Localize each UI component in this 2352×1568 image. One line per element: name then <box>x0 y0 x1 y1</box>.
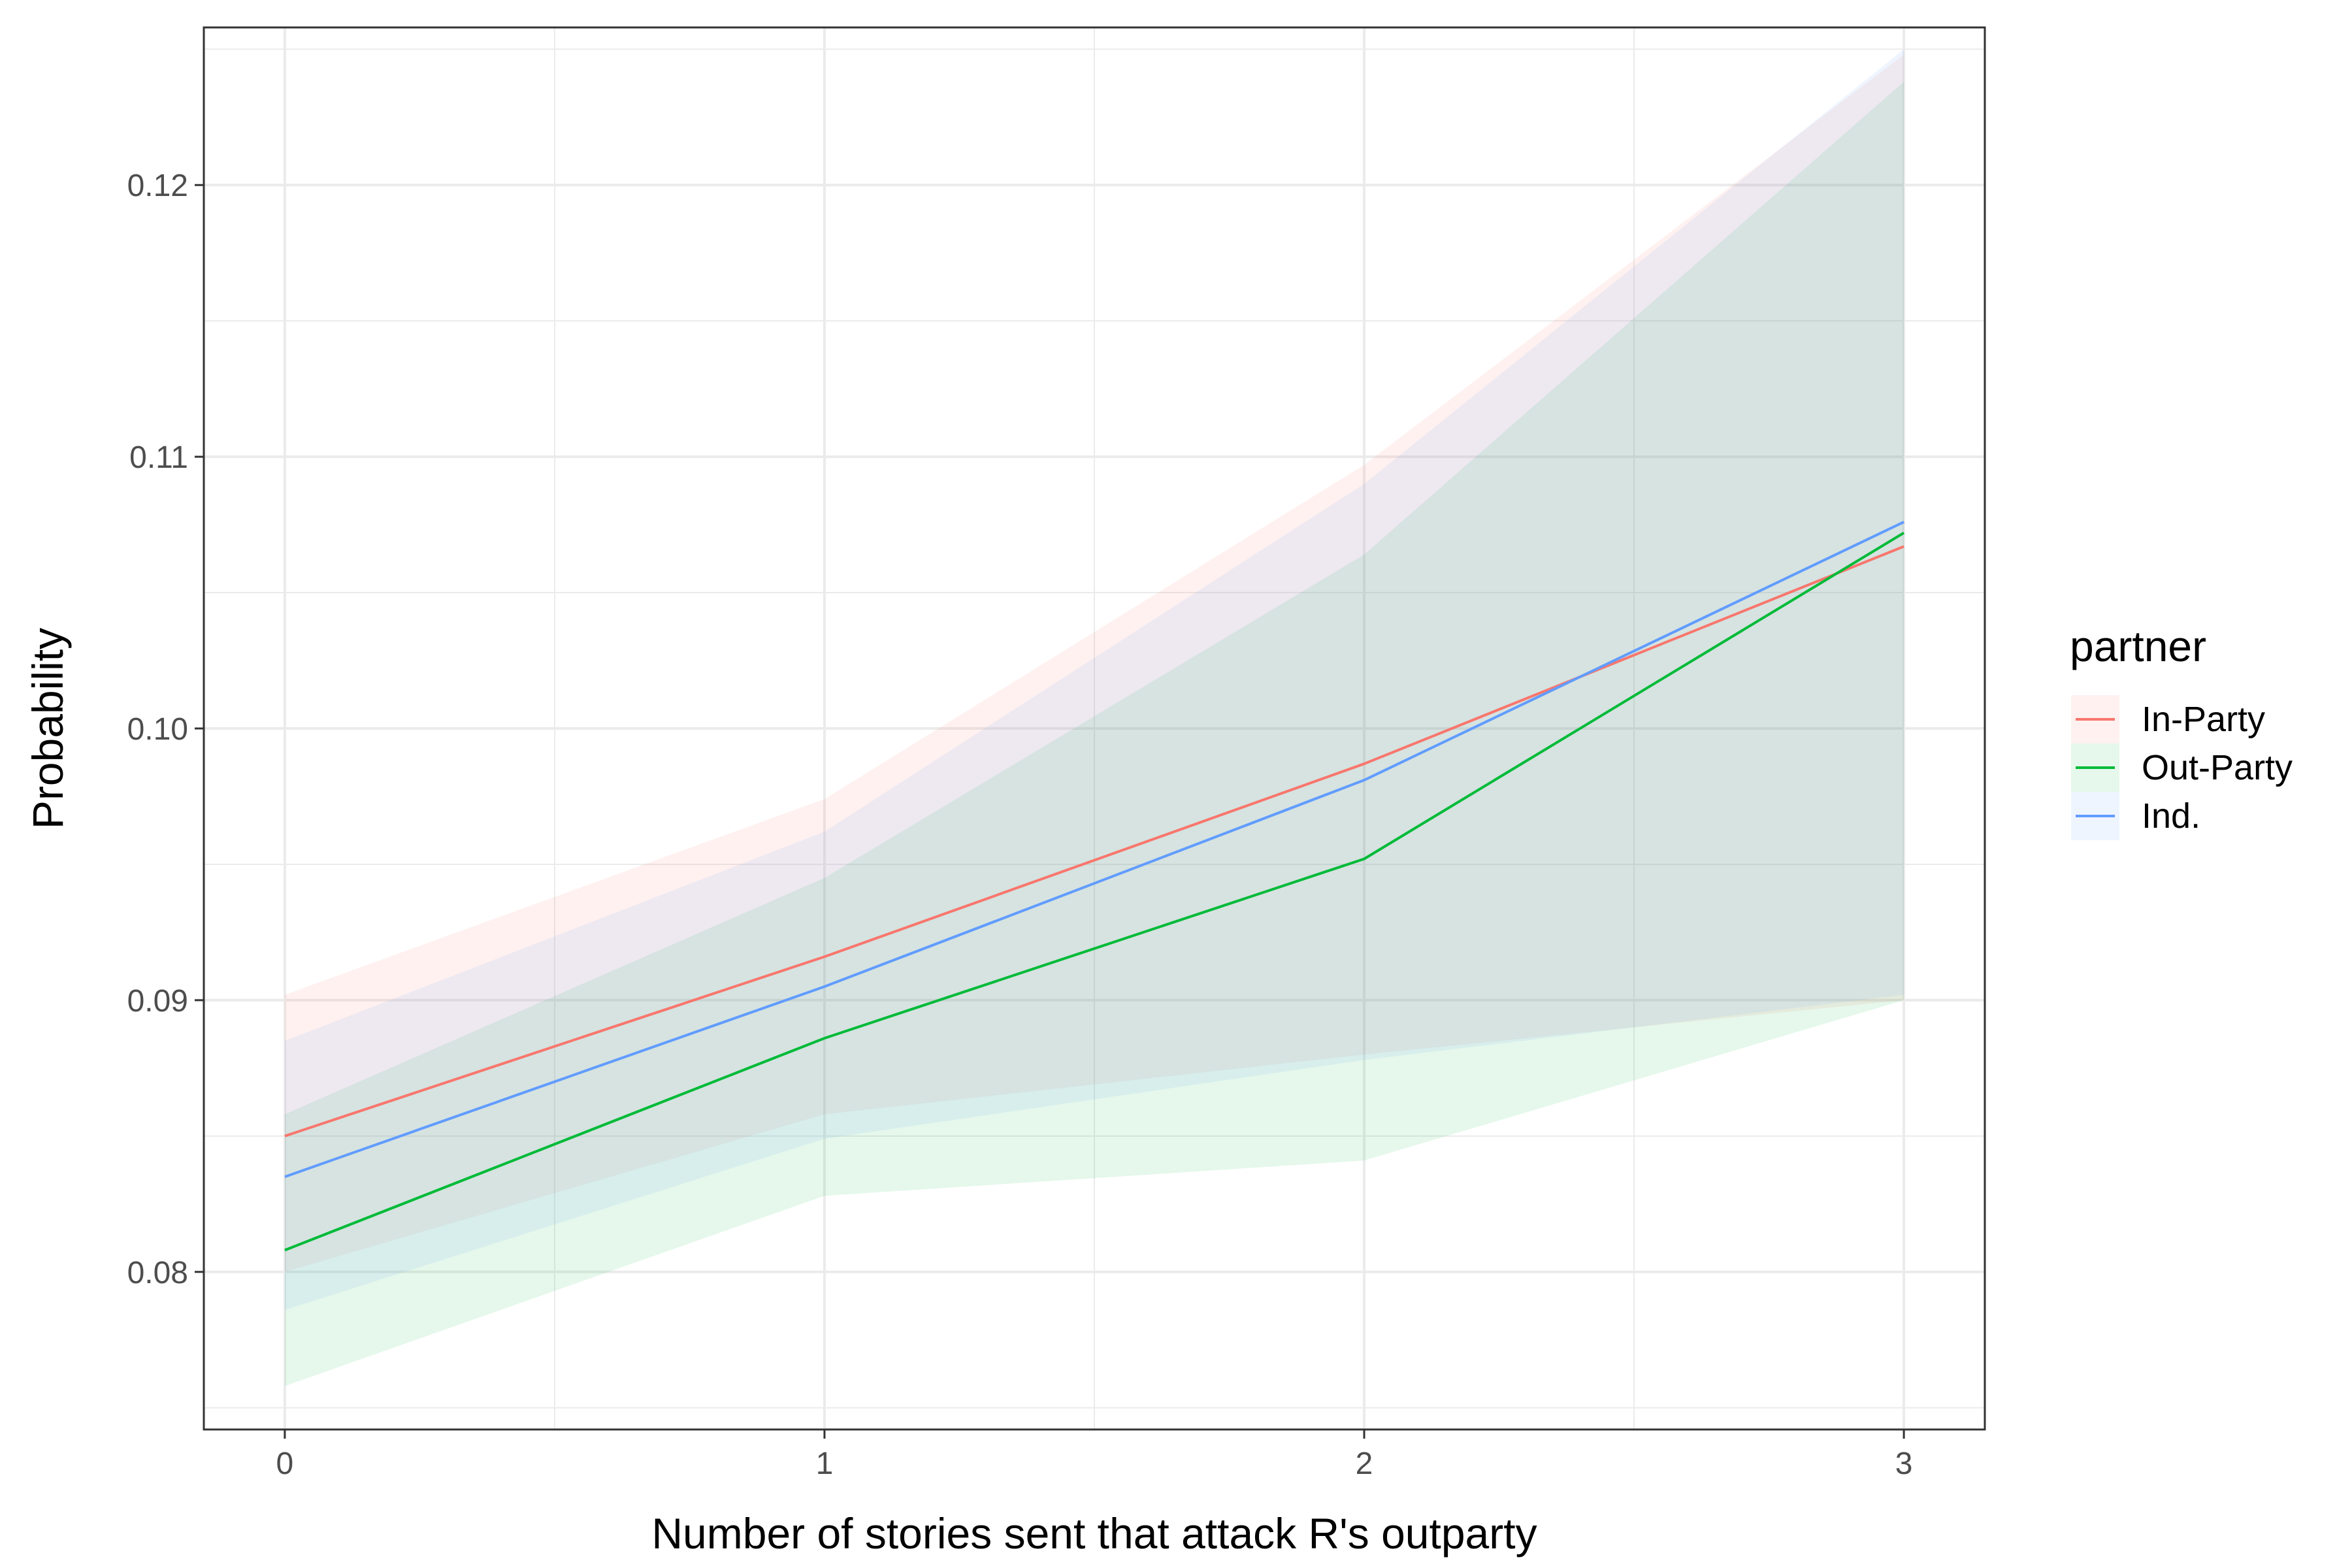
legend-title: partner <box>2070 622 2206 670</box>
legend-label-2: Ind. <box>2142 796 2200 836</box>
series-line-2 <box>284 521 1904 1179</box>
legend-label-0: In-Party <box>2142 700 2265 739</box>
confidence-band-1 <box>284 82 1904 1386</box>
series-line-0 <box>284 545 1904 1137</box>
confidence-band-0 <box>284 54 1904 1272</box>
y-axis-title: Probability <box>24 628 72 829</box>
legend: partner In-Party Out-Party Ind. <box>2070 622 2293 840</box>
confidence-band-2 <box>284 49 1904 1311</box>
y-tick-label-0: 0.08 <box>127 1256 188 1290</box>
gridlines <box>204 27 1985 1429</box>
confidence-bands <box>284 49 1904 1386</box>
y-tick-label-2: 0.10 <box>127 712 188 747</box>
x-tick-label-3: 3 <box>1895 1446 1913 1481</box>
series-line-1 <box>284 531 1905 1252</box>
legend-label-1: Out-Party <box>2142 748 2293 787</box>
series-lines <box>284 521 1905 1252</box>
x-axis-title: Number of stories sent that attack R's o… <box>651 1509 1537 1558</box>
y-tick-label-1: 0.09 <box>127 984 188 1019</box>
axes: 0.08 0.09 0.10 0.11 0.12 0 1 2 3 <box>127 169 1913 1481</box>
x-tick-label-2: 2 <box>1356 1446 1373 1481</box>
y-tick-label-3: 0.11 <box>129 440 188 475</box>
x-tick-label-1: 1 <box>816 1446 834 1481</box>
x-tick-label-0: 0 <box>276 1446 294 1481</box>
y-tick-label-4: 0.12 <box>127 169 188 203</box>
